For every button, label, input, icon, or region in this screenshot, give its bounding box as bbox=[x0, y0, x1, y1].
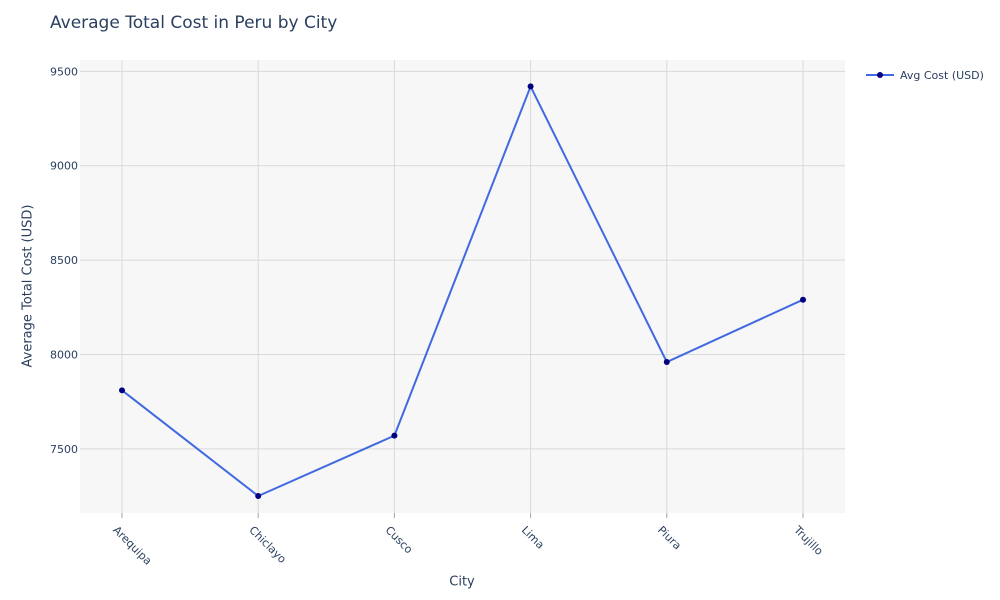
axis-layer bbox=[121, 513, 804, 518]
legend[interactable]: Avg Cost (USD) bbox=[866, 66, 984, 84]
y-tick-label: 9000 bbox=[50, 160, 78, 173]
x-tick-label: Lima bbox=[519, 524, 547, 552]
x-tick-label: Trujillo bbox=[791, 523, 826, 558]
y-axis-title: Average Total Cost (USD) bbox=[21, 205, 36, 368]
series-layer bbox=[119, 83, 806, 500]
x-tick-label: Chiclayo bbox=[246, 524, 288, 566]
y-tick-label: 9500 bbox=[50, 65, 78, 78]
series-line bbox=[121, 83, 804, 498]
data-point[interactable] bbox=[527, 83, 534, 90]
x-axis-title: City bbox=[449, 575, 475, 590]
x-tick-label: Cusco bbox=[383, 524, 416, 557]
plot-area bbox=[80, 60, 845, 513]
data-point[interactable] bbox=[119, 387, 125, 394]
y-tick-label: 7500 bbox=[50, 443, 78, 456]
data-point[interactable] bbox=[255, 493, 262, 500]
y-tick-label: 8000 bbox=[50, 348, 78, 361]
x-tick-label: Arequipa bbox=[110, 524, 154, 568]
y-tick-label: 8500 bbox=[50, 254, 78, 267]
data-point[interactable] bbox=[391, 432, 398, 439]
x-tick-label: Piura bbox=[655, 524, 684, 553]
data-point[interactable] bbox=[800, 296, 806, 303]
chart-title: Average Total Cost in Peru by City bbox=[50, 13, 338, 33]
legend-line-icon bbox=[866, 66, 894, 84]
legend-label: Avg Cost (USD) bbox=[900, 68, 984, 82]
data-point[interactable] bbox=[663, 359, 670, 365]
